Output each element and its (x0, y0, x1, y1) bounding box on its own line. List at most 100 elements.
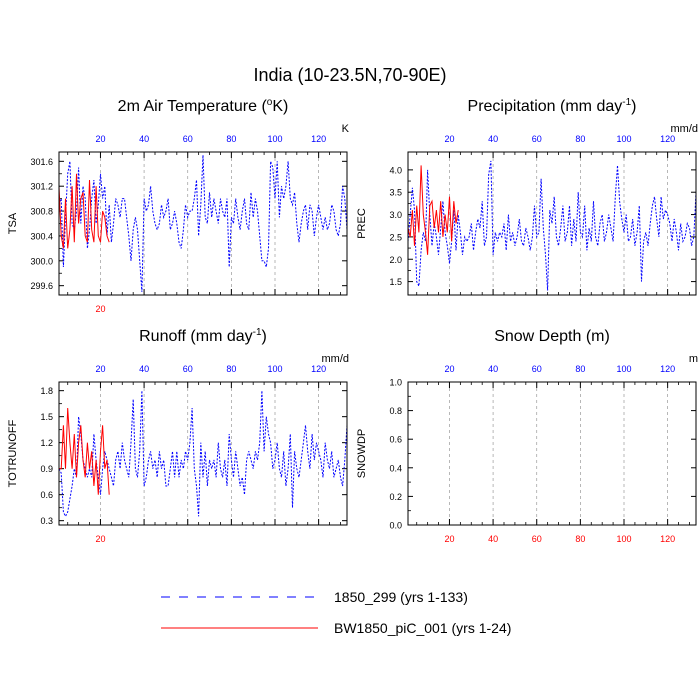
x-top-tick-label: 100 (267, 364, 282, 374)
x-bottom-tick-label: 80 (575, 534, 585, 544)
y-tick-label: 0.2 (389, 492, 402, 502)
units-label: mm/d (671, 123, 699, 135)
series-line-b (59, 407, 110, 495)
y-tick-label: 0.6 (389, 435, 402, 445)
y-tick-label: 300.0 (30, 256, 53, 266)
panel-title-superscript: -1 (253, 327, 262, 338)
x-top-tick-label: 100 (267, 134, 282, 144)
panel-title: Runoff (mm day-1) (139, 327, 267, 345)
series-group (408, 160, 696, 291)
x-top-tick-label: 120 (311, 134, 326, 144)
y-axis-label: SNOWDP (356, 429, 368, 479)
units-label: mm/d (322, 353, 350, 365)
panel-title-tail: ) (631, 98, 636, 115)
x-bottom-tick-label: 100 (616, 534, 631, 544)
y-tick-label: 3.0 (389, 210, 402, 220)
units-label: m (689, 353, 698, 365)
x-top-tick-label: 60 (183, 134, 193, 144)
panel-tsa: 2m Air Temperature (oK) K 299.6 300.0 300.4 3… (7, 97, 350, 314)
y-tick-label: 0.0 (389, 521, 402, 531)
x-top-tick-label: 80 (226, 364, 236, 374)
series-line-b (59, 173, 110, 249)
x-top-tick-label: 60 (183, 364, 193, 374)
panel-title: 2m Air Temperature (oK) (118, 97, 289, 115)
y-tick-label: 299.6 (30, 281, 53, 291)
y-tick-label: 2.5 (389, 232, 402, 242)
y-tick-label: 1.2 (40, 438, 53, 448)
y-tick-label: 4.0 (389, 165, 402, 175)
panel-title-main: Precipitation (mm day (468, 98, 623, 115)
panel-title-main: Runoff (mm day (139, 328, 253, 345)
x-top-tick-label: 100 (616, 134, 631, 144)
x-top-tick-label: 80 (575, 364, 585, 374)
panel-title: Snow Depth (m) (494, 328, 610, 345)
panel-title-tail: ) (262, 328, 267, 345)
panel-prec: Precipitation (mm day-1) mm/d 1.5 2.0 2.5 3.0… (356, 97, 699, 296)
panel-runoff: Runoff (mm day-1) mm/d 0.3 0.6 0.9 1.2 1.5 1.8 2… (7, 327, 349, 544)
y-tick-label: 0.6 (40, 490, 53, 500)
x-bottom-tick-label: 120 (660, 534, 675, 544)
plot-frame (58, 151, 348, 296)
x-top-tick-label: 20 (95, 364, 105, 374)
plot-frame (407, 151, 697, 296)
panels: 2m Air Temperature (oK) K 299.6 300.0 300.4 3… (7, 97, 698, 544)
x-top-tick-label: 100 (616, 364, 631, 374)
x-top-tick-label: 80 (575, 134, 585, 144)
y-axis-label: PREC (356, 208, 368, 239)
x-top-tick-label: 20 (95, 134, 105, 144)
y-tick-label: 0.9 (40, 464, 53, 474)
legend-label: 1850_299 (yrs 1-133) (334, 589, 468, 605)
x-top-tick-label: 40 (139, 134, 149, 144)
y-tick-label: 301.2 (30, 182, 53, 192)
x-bottom-tick-label: 40 (488, 534, 498, 544)
plot-frame (407, 381, 697, 526)
y-tick-label: 1.5 (389, 277, 402, 287)
y-tick-label: 1.8 (40, 386, 53, 396)
x-top-tick-label: 60 (532, 364, 542, 374)
series-group (59, 155, 347, 292)
x-top-tick-label: 80 (226, 134, 236, 144)
panel-title-superscript: o (267, 97, 273, 108)
series-line-a (59, 155, 347, 292)
panel-title-superscript: -1 (622, 97, 631, 108)
y-tick-label: 2.0 (389, 255, 402, 265)
y-tick-label: 301.6 (30, 157, 53, 167)
units-label: K (342, 123, 350, 135)
series-line-a (408, 160, 696, 291)
x-bottom-tick-label: 20 (95, 534, 105, 544)
panel-title-main: Snow Depth (m) (494, 328, 610, 345)
legend: 1850_299 (yrs 1-133) BW1850_piC_001 (yrs … (161, 589, 511, 636)
panel-title: Precipitation (mm day-1) (468, 97, 637, 115)
x-top-tick-label: 40 (488, 364, 498, 374)
y-tick-label: 300.8 (30, 207, 53, 217)
y-axis-label: TOTRUNOFF (7, 419, 19, 487)
y-tick-label: 3.5 (389, 188, 402, 198)
legend-label: BW1850_piC_001 (yrs 1-24) (334, 620, 511, 636)
y-tick-label: 1.0 (389, 378, 402, 388)
x-top-tick-label: 120 (660, 134, 675, 144)
x-top-tick-label: 60 (532, 134, 542, 144)
y-tick-label: 300.4 (30, 231, 53, 241)
panel-title-tail: K) (272, 98, 288, 115)
x-bottom-tick-label: 60 (532, 534, 542, 544)
x-top-tick-label: 40 (488, 134, 498, 144)
x-bottom-tick-label: 20 (95, 304, 105, 314)
x-top-tick-label: 120 (311, 364, 326, 374)
y-tick-label: 0.4 (389, 463, 402, 473)
x-top-tick-label: 20 (444, 364, 454, 374)
series-group (59, 390, 347, 518)
x-top-tick-label: 20 (444, 134, 454, 144)
y-tick-label: 1.5 (40, 412, 53, 422)
x-bottom-tick-label: 20 (444, 534, 454, 544)
panel-title-main: 2m Air Temperature ( (118, 98, 268, 115)
y-tick-label: 0.3 (40, 516, 53, 526)
panel-snowdp: Snow Depth (m) m 0.0 0.2 0.4 0.6 0.8 1.0 20 40 60 8… (356, 328, 698, 544)
y-axis-label: TSA (7, 212, 19, 234)
y-tick-label: 0.8 (389, 406, 402, 416)
figure-title: India (10-23.5N,70-90E) (253, 65, 446, 85)
x-top-tick-label: 120 (660, 364, 675, 374)
series-line-a (59, 390, 347, 518)
x-top-tick-label: 40 (139, 364, 149, 374)
series-line-b (408, 165, 459, 255)
